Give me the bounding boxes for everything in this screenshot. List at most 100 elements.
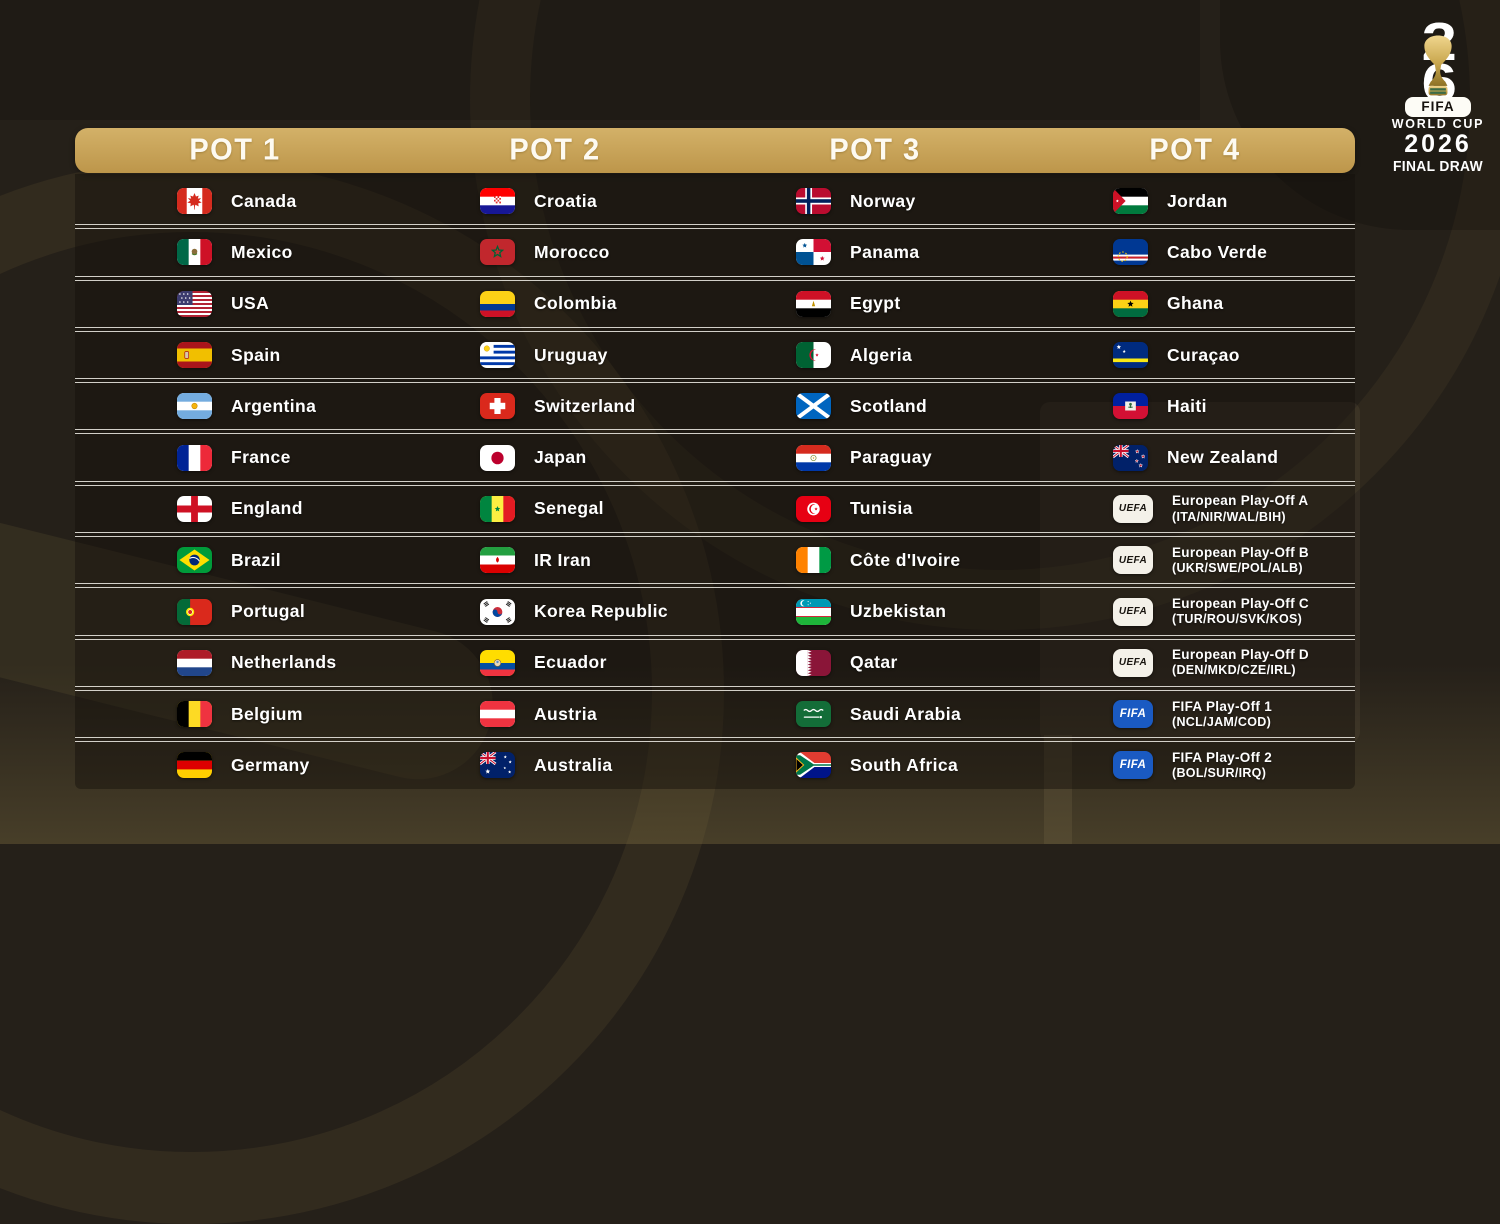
playoff-teams: (NCL/JAM/COD) <box>1172 714 1272 729</box>
team-name: Japan <box>534 447 587 468</box>
team-cell: Japan <box>395 444 715 471</box>
flag-cotedivoire-icon <box>796 547 831 574</box>
team-name: Spain <box>231 344 281 365</box>
team-name: Australia <box>534 754 613 775</box>
flag-haiti-icon <box>1113 393 1148 420</box>
team-cell: Scotland <box>715 393 1035 420</box>
team-cell: Algeria <box>715 342 1035 369</box>
flag-algeria-icon <box>796 342 831 369</box>
team-row: Portugal Korea Republic Uzbekistan UEFA Euro… <box>75 588 1355 634</box>
flag-croatia-icon <box>480 188 515 215</box>
flag-england-icon <box>177 495 212 522</box>
team-name: Ecuador <box>534 652 607 673</box>
flag-southafrica-icon <box>796 752 831 779</box>
background-shade <box>0 0 1200 120</box>
team-cell: Saudi Arabia <box>715 701 1035 728</box>
team-cell: FIFA FIFA Play-Off 2 (BOL/SUR/IRQ) <box>1035 750 1355 781</box>
team-name: Curaçao <box>1167 344 1240 365</box>
team-name: Ghana <box>1167 293 1224 314</box>
team-cell: Senegal <box>395 495 715 522</box>
row-separator <box>75 532 1355 538</box>
flag-uruguay-icon <box>480 342 515 369</box>
team-cell: UEFA European Play-Off C (TUR/ROU/SVK/KOS) <box>1035 596 1355 627</box>
flag-germany-icon <box>177 752 212 779</box>
pot-headers-bar: POT 1 POT 2 POT 3 POT 4 <box>75 128 1355 173</box>
flag-panama-icon <box>796 239 831 266</box>
flag-paraguay-icon <box>796 444 831 471</box>
team-row: Canada Croatia Norway Jordan <box>75 178 1355 224</box>
flag-switzerland-icon <box>480 393 515 420</box>
flag-curacao-icon <box>1113 342 1148 369</box>
pots-table: POT 1 POT 2 POT 3 POT 4 Canada Croatia Nor… <box>75 128 1355 789</box>
team-row: France Japan Paraguay New Zealand <box>75 434 1355 480</box>
flag-tunisia-icon <box>796 495 831 522</box>
team-cell: Austria <box>395 701 715 728</box>
playoff-title: European Play-Off C <box>1172 595 1309 611</box>
flag-colombia-icon <box>480 290 515 317</box>
team-name: Uzbekistan <box>850 601 947 622</box>
flag-canada-icon <box>177 188 212 215</box>
playoff-teams: (BOL/SUR/IRQ) <box>1172 766 1267 780</box>
team-cell: Germany <box>75 752 395 779</box>
flag-france-icon <box>177 444 212 471</box>
flag-scotland-icon <box>796 393 831 420</box>
team-cell: UEFA European Play-Off B (UKR/SWE/POL/ALB) <box>1035 545 1355 576</box>
team-name: Norway <box>850 190 916 211</box>
pot-2-header: POT 2 <box>509 133 601 167</box>
team-cell: Mexico <box>75 239 395 266</box>
team-cell: Morocco <box>395 239 715 266</box>
playoff-label-group: European Play-Off C (TUR/ROU/SVK/KOS) <box>1172 596 1309 627</box>
team-cell: Croatia <box>395 188 715 215</box>
team-name: England <box>231 498 303 519</box>
flag-austria-icon <box>480 701 515 728</box>
team-cell: Switzerland <box>395 393 715 420</box>
row-separator <box>75 429 1355 435</box>
team-name: Tunisia <box>850 498 913 519</box>
flag-saudiarabia-icon <box>796 701 831 728</box>
playoff-label-group: European Play-Off B (UKR/SWE/POL/ALB) <box>1172 545 1309 576</box>
team-name: Canada <box>231 190 297 211</box>
team-name: USA <box>231 293 270 314</box>
team-cell: France <box>75 444 395 471</box>
pots-table-body: Canada Croatia Norway Jordan Mexico Morocco Pa… <box>75 174 1355 789</box>
flag-senegal-icon <box>480 495 515 522</box>
logo-fifa-wordmark: FIFA <box>1405 97 1471 117</box>
playoff-label-group: European Play-Off D (DEN/MKD/CZE/IRL) <box>1172 647 1309 678</box>
flag-qatar-icon <box>796 649 831 676</box>
flag-netherlands-icon <box>177 649 212 676</box>
team-name: Saudi Arabia <box>850 703 962 724</box>
playoff-label-group: FIFA Play-Off 1 (NCL/JAM/COD) <box>1172 699 1272 730</box>
team-cell: Spain <box>75 342 395 369</box>
team-cell: Australia <box>395 752 715 779</box>
team-cell: UEFA European Play-Off A (ITA/NIR/WAL/BIH) <box>1035 493 1355 524</box>
playoff-teams: (DEN/MKD/CZE/IRL) <box>1172 663 1296 678</box>
team-row: England Senegal Tunisia UEFA European Play-O… <box>75 486 1355 532</box>
pot-1-header: POT 1 <box>189 133 281 167</box>
flag-spain-icon <box>177 342 212 369</box>
team-cell: Korea Republic <box>395 598 715 625</box>
team-name: Morocco <box>534 241 610 262</box>
row-separator <box>75 480 1355 486</box>
team-cell: Uzbekistan <box>715 598 1035 625</box>
row-separator <box>75 378 1355 384</box>
team-name: Panama <box>850 241 920 262</box>
team-name: Algeria <box>850 344 913 365</box>
team-name: Portugal <box>231 601 306 622</box>
team-name: South Africa <box>850 754 959 775</box>
team-cell: Qatar <box>715 649 1035 676</box>
team-name: Brazil <box>231 549 282 570</box>
flag-brazil-icon <box>177 547 212 574</box>
playoff-teams: (UKR/SWE/POL/ALB) <box>1172 560 1303 575</box>
flag-egypt-icon <box>796 290 831 317</box>
team-cell: Egypt <box>715 290 1035 317</box>
flag-iran-icon <box>480 547 515 574</box>
team-row: Spain Uruguay Algeria Curaçao <box>75 332 1355 378</box>
team-row: USA Colombia Egypt Ghana <box>75 281 1355 327</box>
playoff-teams: (TUR/ROU/SVK/KOS) <box>1172 612 1303 627</box>
logo-world-cup-text: WORLD CUP <box>1391 117 1485 131</box>
row-separator <box>75 275 1355 281</box>
team-name: France <box>231 447 291 468</box>
flag-norway-icon <box>796 188 831 215</box>
flag-ghana-icon <box>1113 290 1148 317</box>
team-cell: New Zealand <box>1035 444 1355 471</box>
